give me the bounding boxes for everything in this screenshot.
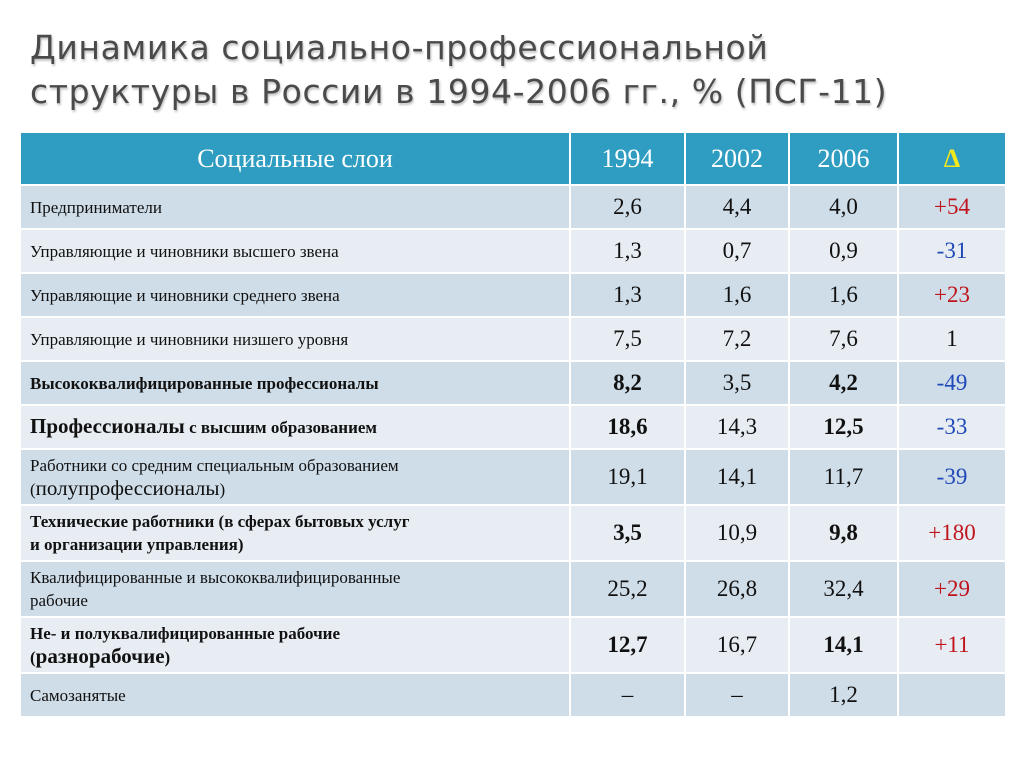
value-1994: 2,6 [569, 184, 686, 230]
value-2002: 26,8 [684, 560, 790, 618]
layer-name: Самозанятые [19, 672, 571, 718]
value-1994: 12,7 [569, 616, 686, 674]
header-year-2002: 2002 [684, 131, 790, 186]
value-2002: 14,1 [684, 448, 790, 506]
value-1994: 25,2 [569, 560, 686, 618]
layer-name-line-2: рабочие [30, 591, 88, 610]
layer-name-main: разнорабочие [35, 643, 165, 668]
delta-value: -49 [897, 360, 1007, 406]
header-delta: Δ [897, 131, 1007, 186]
layer-name: Предприниматели [19, 184, 571, 230]
delta-value: +54 [897, 184, 1007, 230]
header-year-2006: 2006 [788, 131, 899, 186]
delta-value: +23 [897, 272, 1007, 318]
layer-name: Управляющие и чиновники среднего звена [19, 272, 571, 318]
value-2006: 0,9 [788, 228, 899, 274]
value-1994: 3,5 [569, 504, 686, 562]
layer-name: Профессионалы с высшим образованием [19, 404, 571, 450]
value-2006: 11,7 [788, 448, 899, 506]
value-2006: 14,1 [788, 616, 899, 674]
value-2002: 16,7 [684, 616, 790, 674]
table-row: Не- и полуквалифицированные рабочие (разн… [19, 616, 1007, 674]
slide-title: Динамика социально-профессиональной стру… [30, 26, 1010, 114]
table-row: Высококвалифицированные профессионалы 8,… [19, 360, 1007, 406]
layer-name-line-1: Технические работники (в сферах бытовых … [30, 512, 410, 531]
layer-name: Управляющие и чиновники высшего звена [19, 228, 571, 274]
value-1994: 1,3 [569, 272, 686, 318]
delta-value [897, 672, 1007, 718]
value-2006: 9,8 [788, 504, 899, 562]
layer-name-open-paren: ( [30, 479, 36, 499]
value-2006: 1,6 [788, 272, 899, 318]
table-row: Управляющие и чиновники среднего звена 1… [19, 272, 1007, 318]
social-structure-table: Социальные слои 1994 2002 2006 Δ Предпри… [19, 131, 1007, 718]
value-2002: 10,9 [684, 504, 790, 562]
header-social-layers: Социальные слои [19, 131, 571, 186]
delta-value: 1 [897, 316, 1007, 362]
layer-name-line-1: Не- и полуквалифицированные рабочие [30, 623, 341, 643]
value-2006: 7,6 [788, 316, 899, 362]
value-2002: 3,5 [684, 360, 790, 406]
delta-value: -31 [897, 228, 1007, 274]
layer-name-close-paren: ) [219, 479, 226, 499]
header-year-1994: 1994 [569, 131, 686, 186]
table-row: Управляющие и чиновники высшего звена 1,… [19, 228, 1007, 274]
layer-name: Высококвалифицированные профессионалы [19, 360, 571, 406]
value-2006: 1,2 [788, 672, 899, 718]
table-row: Работники со средним специальным образов… [19, 448, 1007, 506]
value-2002: 7,2 [684, 316, 790, 362]
layer-name-close-paren: ) [164, 647, 171, 667]
layer-name-line-1: Квалифицированные и высококвалифицирован… [30, 568, 401, 587]
value-2002: 1,6 [684, 272, 790, 318]
layer-name: Работники со средним специальным образов… [19, 448, 571, 506]
title-line-2: структуры в России в 1994-2006 гг., % (П… [30, 72, 888, 111]
value-1994: – [569, 672, 686, 718]
delta-value: +180 [897, 504, 1007, 562]
value-2002: – [684, 672, 790, 718]
value-2006: 4,0 [788, 184, 899, 230]
table-row: Технические работники (в сферах бытовых … [19, 504, 1007, 562]
value-2006: 32,4 [788, 560, 899, 618]
layer-name-main: Профессионалы [30, 414, 185, 438]
delta-value: -39 [897, 448, 1007, 506]
value-1994: 1,3 [569, 228, 686, 274]
layer-name-rest: с высшим образованием [184, 418, 378, 437]
layer-name: Квалифицированные и высококвалифицирован… [19, 560, 571, 618]
value-2006: 4,2 [788, 360, 899, 406]
value-1994: 7,5 [569, 316, 686, 362]
value-2002: 4,4 [684, 184, 790, 230]
layer-name-main: полупрофессионалы [35, 475, 220, 500]
layer-name: Управляющие и чиновники низшего уровня [19, 316, 571, 362]
table-row: Квалифицированные и высококвалифицирован… [19, 560, 1007, 618]
table-row: Предприниматели 2,6 4,4 4,0 +54 [19, 184, 1007, 230]
table-row: Профессионалы с высшим образованием 18,6… [19, 404, 1007, 450]
layer-name-open-paren: ( [30, 647, 36, 667]
delta-value: +29 [897, 560, 1007, 618]
value-1994: 8,2 [569, 360, 686, 406]
title-line-1: Динамика социально-профессиональной [30, 28, 769, 67]
table-row: Управляющие и чиновники низшего уровня 7… [19, 316, 1007, 362]
table-header-row: Социальные слои 1994 2002 2006 Δ [19, 131, 1007, 186]
table-row: Самозанятые – – 1,2 [19, 672, 1007, 718]
layer-name-line-1: Работники со средним специальным образов… [30, 455, 399, 475]
value-2006: 12,5 [788, 404, 899, 450]
value-1994: 18,6 [569, 404, 686, 450]
value-1994: 19,1 [569, 448, 686, 506]
value-2002: 14,3 [684, 404, 790, 450]
delta-value: -33 [897, 404, 1007, 450]
layer-name: Технические работники (в сферах бытовых … [19, 504, 571, 562]
value-2002: 0,7 [684, 228, 790, 274]
delta-value: +11 [897, 616, 1007, 674]
layer-name: Не- и полуквалифицированные рабочие (разн… [19, 616, 571, 674]
layer-name-line-2: и организации управления) [30, 535, 244, 554]
